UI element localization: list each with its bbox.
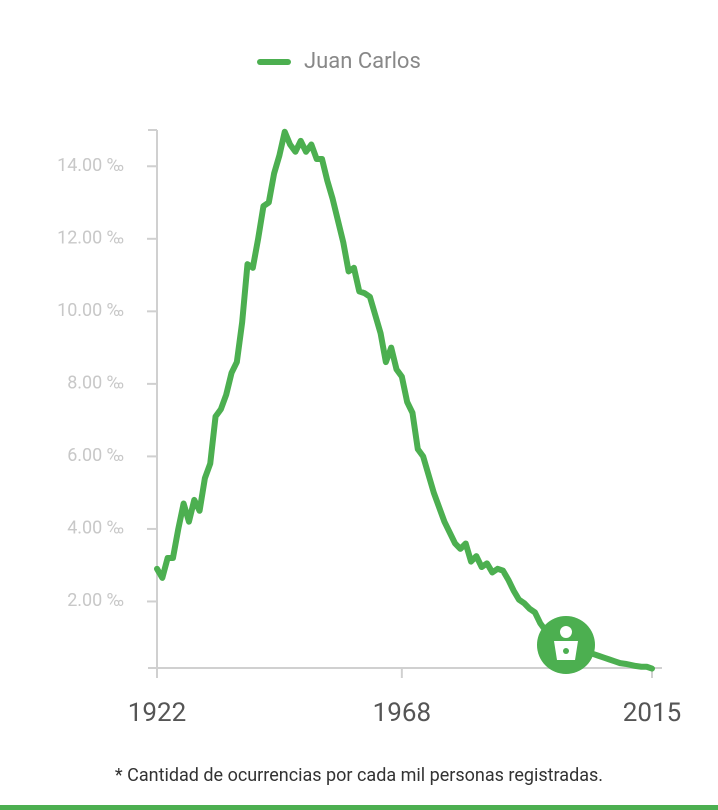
y-tick-label: 2.00 ‰ (67, 590, 124, 611)
y-tick-label: 14.00 ‰ (57, 155, 124, 176)
baby-badge (537, 616, 595, 674)
badge-head (560, 626, 572, 638)
y-tick-label: 10.00 ‰ (57, 300, 124, 321)
x-tick-label: 2015 (623, 698, 681, 728)
footnote: * Cantidad de ocurrencias por cada mil p… (115, 765, 603, 786)
legend-label: Juan Carlos (304, 49, 421, 74)
y-tick-label: 8.00 ‰ (67, 373, 124, 394)
badge-dot (563, 648, 569, 654)
x-tick-label: 1922 (128, 698, 186, 728)
x-tick-label: 1968 (373, 698, 431, 728)
y-tick-label: 4.00 ‰ (67, 518, 124, 539)
bottom-bar (0, 805, 718, 810)
line (154, 128, 655, 672)
y-tick-label: 6.00 ‰ (67, 445, 124, 466)
y-tick-label: 12.00 ‰ (57, 228, 124, 249)
